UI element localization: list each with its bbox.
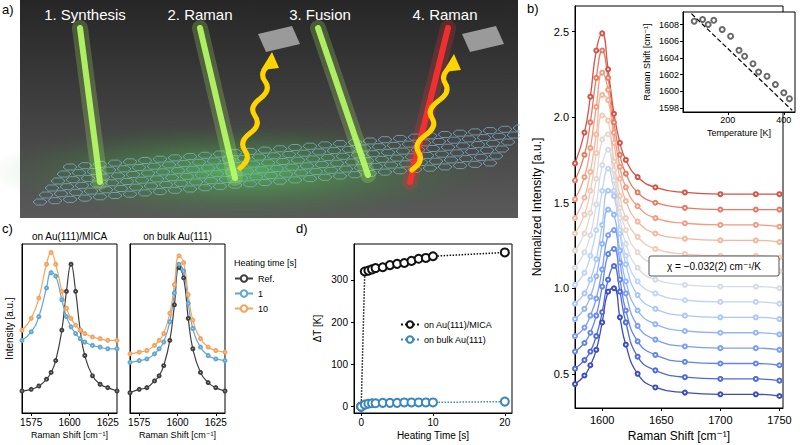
svg-text:1600: 1600 (166, 417, 189, 428)
svg-text:ΔT [K]: ΔT [K] (312, 314, 323, 342)
svg-text:0: 0 (342, 401, 348, 412)
svg-text:c): c) (2, 221, 13, 236)
svg-text:d): d) (296, 221, 308, 236)
svg-text:1602: 1602 (659, 70, 679, 80)
svg-text:1575: 1575 (20, 417, 43, 428)
svg-text:100: 100 (331, 359, 348, 370)
svg-text:Raman Shift [cm⁻¹]: Raman Shift [cm⁻¹] (31, 430, 108, 440)
svg-text:200: 200 (720, 115, 735, 125)
svg-text:0: 0 (358, 417, 364, 428)
svg-text:Intensity [a.u.]: Intensity [a.u.] (4, 297, 15, 359)
svg-text:1625: 1625 (97, 417, 120, 428)
svg-text:a): a) (2, 2, 14, 17)
svg-text:on bulk Au(111): on bulk Au(111) (143, 231, 212, 242)
svg-text:1575: 1575 (128, 417, 151, 428)
svg-text:Raman Shift [cm⁻¹]: Raman Shift [cm⁻¹] (642, 24, 652, 101)
svg-text:Temperature [K]: Temperature [K] (707, 128, 771, 138)
svg-text:Ref.: Ref. (258, 274, 275, 284)
svg-text:10: 10 (258, 304, 268, 314)
svg-text:Heating time [s]: Heating time [s] (234, 258, 297, 268)
svg-text:400: 400 (776, 115, 791, 125)
svg-text:1598: 1598 (659, 103, 679, 113)
svg-text:1.0: 1.0 (554, 282, 569, 294)
svg-text:b): b) (527, 1, 539, 16)
svg-text:1608: 1608 (659, 20, 679, 30)
svg-text:χ = −0.032(2) cm⁻¹/K: χ = −0.032(2) cm⁻¹/K (667, 261, 761, 272)
svg-text:1625: 1625 (205, 417, 228, 428)
svg-text:1750: 1750 (767, 414, 791, 426)
svg-text:on Au(111)/MICA: on Au(111)/MICA (424, 320, 492, 330)
svg-text:2.0: 2.0 (554, 111, 569, 123)
svg-text:1604: 1604 (659, 53, 679, 63)
svg-text:1600: 1600 (659, 86, 679, 96)
svg-text:2. Raman: 2. Raman (167, 6, 232, 23)
svg-text:Raman Shift [cm⁻¹]: Raman Shift [cm⁻¹] (628, 429, 730, 443)
svg-text:20: 20 (499, 417, 511, 428)
svg-text:300: 300 (331, 274, 348, 285)
svg-text:1600: 1600 (590, 414, 614, 426)
svg-text:1700: 1700 (708, 414, 732, 426)
svg-text:1600: 1600 (58, 417, 81, 428)
svg-text:1. Synthesis: 1. Synthesis (44, 6, 126, 23)
svg-text:Heating Time [s]: Heating Time [s] (397, 430, 469, 441)
svg-text:200: 200 (331, 317, 348, 328)
svg-text:2.5: 2.5 (554, 26, 569, 38)
svg-text:Raman Shift [cm⁻¹]: Raman Shift [cm⁻¹] (139, 430, 216, 440)
svg-text:Normalized Intensity [a.u.]: Normalized Intensity [a.u.] (530, 138, 544, 277)
svg-text:3. Fusion: 3. Fusion (289, 6, 351, 23)
svg-text:10: 10 (427, 417, 439, 428)
svg-text:1.5: 1.5 (554, 197, 569, 209)
svg-text:1650: 1650 (649, 414, 673, 426)
svg-text:on Au(111)/MICA: on Au(111)/MICA (32, 231, 108, 242)
svg-text:on bulk Au(111): on bulk Au(111) (424, 335, 486, 345)
svg-text:0.5: 0.5 (554, 368, 569, 380)
svg-text:1: 1 (258, 289, 263, 299)
svg-text:4. Raman: 4. Raman (412, 6, 477, 23)
svg-text:1606: 1606 (659, 36, 679, 46)
